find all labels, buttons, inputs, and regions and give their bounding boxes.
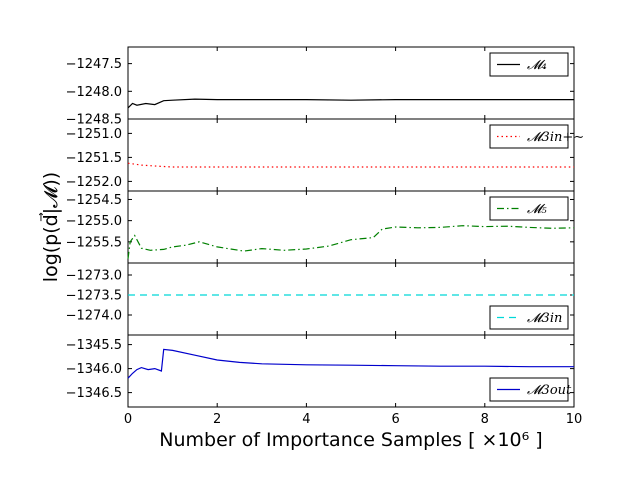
panel-5: −1345.5 −1346.0 −1346.5 𝓜3out [66,334,575,408]
y-tick-label: −1254.5 [66,193,122,208]
y-tick-label: −1273.0 [66,269,122,284]
y-tick-label: −1273.5 [66,289,122,304]
y-axis-title: log(p(d⃗|𝓜)) [39,172,62,282]
chart-panels: −1247.5−1248.0−1248.5𝓜₄−1251.0−1251.5−12… [66,46,584,427]
legend-5: 𝓜3out [489,377,572,402]
y-tick-label: −1274.0 [66,309,122,324]
y-tick-label: −1247.5 [66,57,122,72]
series-line-5 [127,348,574,379]
x-tick-label: 10 [566,412,583,427]
x-tick-label: 0 [124,412,132,427]
legend-label: 𝓜3in [527,311,562,326]
legend-label: 𝓜3out [527,383,572,398]
legend-3: 𝓜₅ [489,196,569,221]
series-line-2 [127,162,574,168]
x-tick-label: 8 [481,412,489,427]
y-tick-label: −1251.0 [66,127,122,142]
x-axis-title: Number of Importance Samples [ ×10⁶ ] [159,429,542,451]
legend-label: 𝓜₅ [527,202,548,217]
panel-4: −1273.0 −1273.5 −1274.0 𝓜3in [66,262,575,336]
y-tick-label: −1252.0 [66,175,122,190]
legend-box [489,377,569,402]
legend-box [489,52,569,77]
y-tick-label: −1251.5 [66,151,122,166]
x-tick-label: 6 [391,412,399,427]
panel-5-frame [127,334,575,408]
y-tick-label: −1346.5 [66,386,122,401]
x-tick-label: 2 [213,412,221,427]
y-tick-label: −1255.0 [66,214,122,229]
legend-label: 𝓜3in+∼ [527,130,584,145]
y-tick-label: −1248.5 [66,113,122,128]
legend-label: 𝓜₄ [527,58,547,73]
y-tick-label: −1346.0 [66,362,122,377]
series-line-3 [127,225,575,259]
series-line-1 [127,98,574,109]
panel-2: −1251.0 −1251.5 −1252.0 𝓜3in+∼ [66,118,584,192]
legend-2: 𝓜3in+∼ [489,124,584,149]
legend-box [489,124,569,149]
y-tick-label: −1255.5 [66,235,122,250]
y-tick-label: −1345.5 [66,338,122,353]
legend-box [489,196,569,221]
panel-1: −1247.5 −1248.0 −1248.5 𝓜₄ [66,46,575,128]
legend-4: 𝓜3in [489,305,569,330]
x-tick-label: 4 [302,412,310,427]
y-tick-label: −1248.0 [66,85,122,100]
legend-1: 𝓜₄ [489,52,569,77]
legend-box [489,305,569,330]
